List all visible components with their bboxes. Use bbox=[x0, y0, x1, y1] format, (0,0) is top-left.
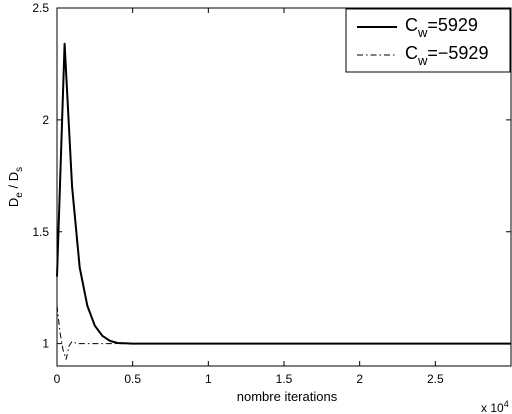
x-multiplier: x 104 bbox=[481, 399, 509, 414]
x-multiplier-base: x 10 bbox=[481, 401, 504, 414]
legend-entry-2: Cw=−5929 bbox=[405, 43, 488, 68]
y-tick-label: 2.5 bbox=[32, 1, 49, 15]
x-tick-label: 1.5 bbox=[276, 372, 293, 386]
legend: Cw=5929 Cw=−5929 bbox=[345, 8, 511, 73]
x-tick-label: 0.5 bbox=[124, 372, 141, 386]
x-axis-label: nombre iterations bbox=[237, 389, 338, 404]
series-layer bbox=[56, 42, 511, 360]
legend-1-base: C bbox=[405, 15, 418, 35]
y-tick-label: 1.5 bbox=[32, 225, 49, 239]
legend-1-value: =5929 bbox=[427, 15, 478, 35]
x-tick-label: 1 bbox=[205, 372, 212, 386]
series-line-2 bbox=[56, 305, 511, 360]
y-label-d2: D bbox=[6, 172, 21, 181]
legend-1-sub: w bbox=[417, 25, 428, 40]
x-tick-label: 2.5 bbox=[427, 372, 444, 386]
y-label-d1: D bbox=[6, 198, 21, 207]
legend-2-sub: w bbox=[417, 53, 428, 68]
y-label-sub2: s bbox=[14, 167, 25, 172]
legend-box bbox=[345, 8, 511, 73]
legend-2-base: C bbox=[405, 43, 418, 63]
y-tick-label: 2 bbox=[42, 113, 49, 127]
x-axis-ticks: 0 0.5 1 1.5 2 2.5 bbox=[54, 8, 444, 386]
x-tick-label: 0 bbox=[54, 372, 61, 386]
legend-entry-1: Cw=5929 bbox=[405, 15, 478, 40]
x-multiplier-exponent: 4 bbox=[504, 399, 509, 409]
y-label-sub1: e bbox=[14, 192, 25, 198]
y-axis-ticks: 1 1.5 2 2.5 bbox=[32, 1, 511, 351]
y-axis-label: De / Ds bbox=[6, 167, 25, 207]
y-label-sep: / bbox=[6, 181, 21, 192]
series-line-1 bbox=[56, 42, 511, 345]
y-tick-label: 1 bbox=[42, 337, 49, 351]
x-tick-label: 2 bbox=[356, 372, 363, 386]
legend-2-value: =−5929 bbox=[427, 43, 488, 63]
